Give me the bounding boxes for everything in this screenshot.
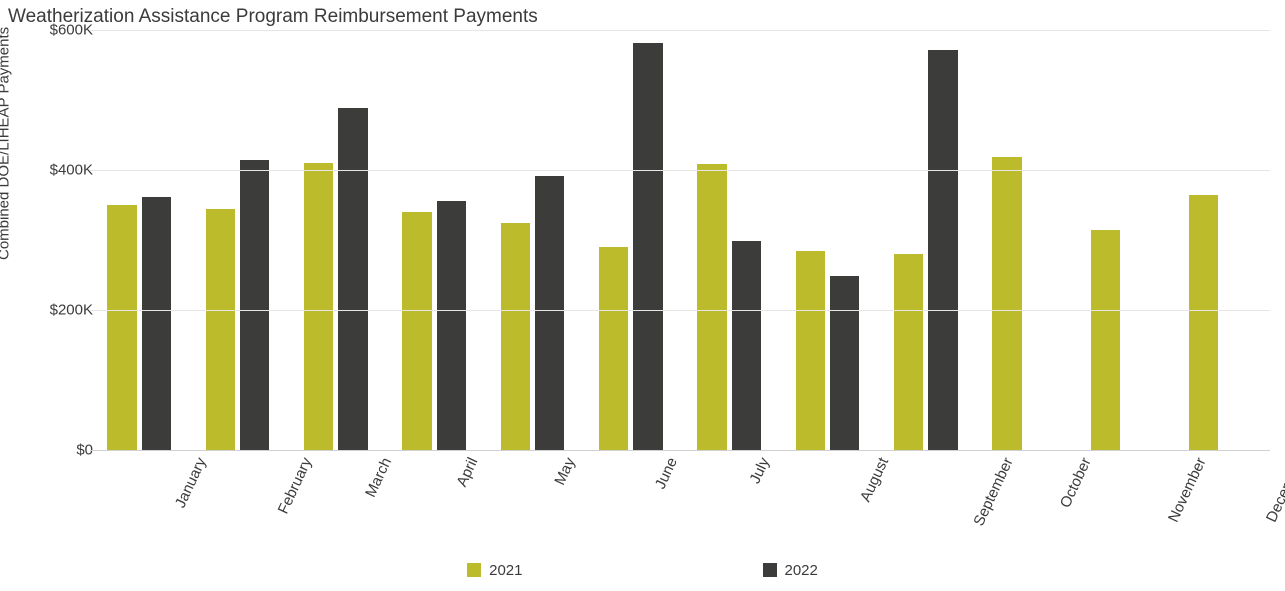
bar [240, 160, 270, 451]
gridline [90, 30, 1270, 31]
legend-swatch [763, 563, 777, 577]
y-tick-label: $600K [50, 22, 93, 39]
bar [142, 197, 172, 450]
x-tick-label: August [856, 455, 891, 505]
x-tick-label: December [1263, 455, 1285, 525]
legend-label: 2021 [489, 562, 522, 579]
x-tick-label: March [362, 455, 395, 500]
bar [206, 209, 236, 451]
bar [928, 50, 958, 450]
chart-container: Weatherization Assistance Program Reimbu… [0, 0, 1285, 591]
legend-item: 2021 [467, 562, 522, 579]
legend: 2021 2022 [0, 555, 1285, 585]
bar [830, 276, 860, 450]
x-tick-label: June [652, 455, 681, 492]
legend-swatch [467, 563, 481, 577]
x-tick-label: February [274, 455, 315, 517]
x-tick-label: January [172, 455, 210, 511]
bar [894, 254, 924, 450]
bar [107, 205, 137, 450]
x-tick-label: May [551, 455, 578, 488]
gridline [90, 310, 1270, 311]
bar [402, 212, 432, 450]
plot-area [90, 30, 1270, 450]
bar [1189, 195, 1219, 451]
bar [633, 43, 663, 450]
bar [437, 201, 467, 450]
legend-item: 2022 [763, 562, 818, 579]
bar [992, 157, 1022, 450]
gridline [90, 170, 1270, 171]
bars-layer [90, 30, 1270, 450]
x-tick-label: April [453, 455, 481, 489]
bar [338, 108, 368, 450]
bar [599, 247, 629, 450]
bar [501, 223, 531, 451]
y-tick-label: $400K [50, 162, 93, 179]
x-tick-label: October [1057, 455, 1095, 511]
x-tick-label: November [1164, 455, 1209, 525]
y-axis-label: Combined DOE/LIHEAP Payments [0, 27, 13, 260]
y-tick-label: $200K [50, 302, 93, 319]
legend-label: 2022 [785, 562, 818, 579]
x-tick-label: July [747, 455, 774, 486]
bar [1091, 230, 1121, 451]
bar [304, 163, 334, 450]
bar [796, 251, 826, 451]
axis-baseline [90, 450, 1270, 451]
bar [697, 164, 727, 450]
bar [535, 176, 565, 450]
bar [732, 241, 762, 450]
x-axis-labels: January February March April May June July Augu… [90, 455, 1270, 545]
x-tick-label: September [970, 455, 1016, 529]
